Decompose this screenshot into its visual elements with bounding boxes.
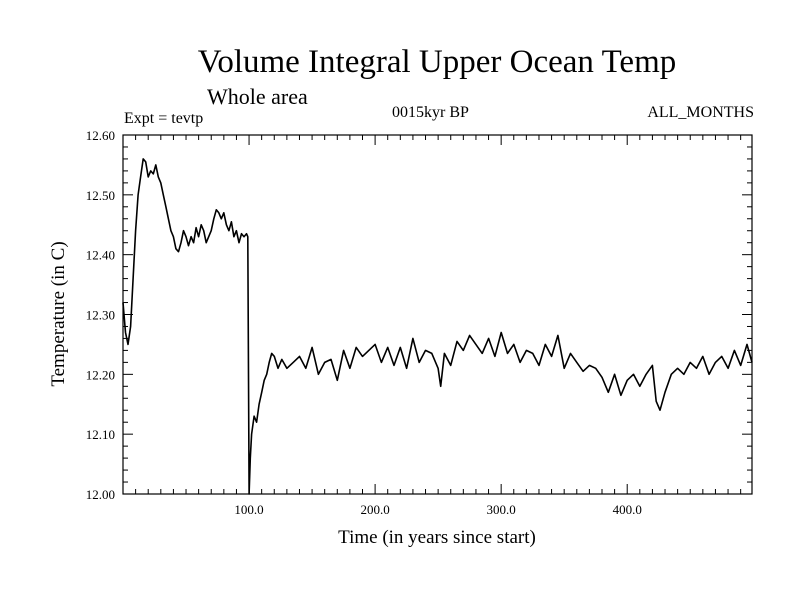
x-tick-label: 200.0 [360,502,389,517]
y-tick-label: 12.10 [86,427,115,442]
x-tick-label: 400.0 [613,502,642,517]
x-tick-label: 300.0 [487,502,516,517]
y-tick-label: 12.00 [86,487,115,502]
tick-marks [123,135,752,494]
chart-title: Volume Integral Upper Ocean Temp [197,44,677,80]
experiment-label: Expt = tevtp [124,110,204,127]
x-axis-label: Time (in years since start) [338,527,536,548]
y-tick-label: 12.60 [86,128,115,143]
x-tick-label: 100.0 [234,502,263,517]
y-tick-label: 12.20 [86,367,115,382]
y-tick-label: 12.30 [86,308,115,323]
months-label: ALL_MONTHS [647,104,754,121]
y-axis-label: Temperature (in C) [48,241,69,386]
period-label: 0015kyr BP [392,104,469,121]
tick-labels: 100.0 200.0 300.0 400.0 12.00 12.10 12.20 12.30… [86,128,642,517]
chart-subtitle: Whole area [207,84,308,109]
plot-frame [122,134,753,495]
y-tick-label: 12.50 [86,188,115,203]
temperature-series-line [122,158,753,495]
y-tick-label: 12.40 [86,248,115,263]
